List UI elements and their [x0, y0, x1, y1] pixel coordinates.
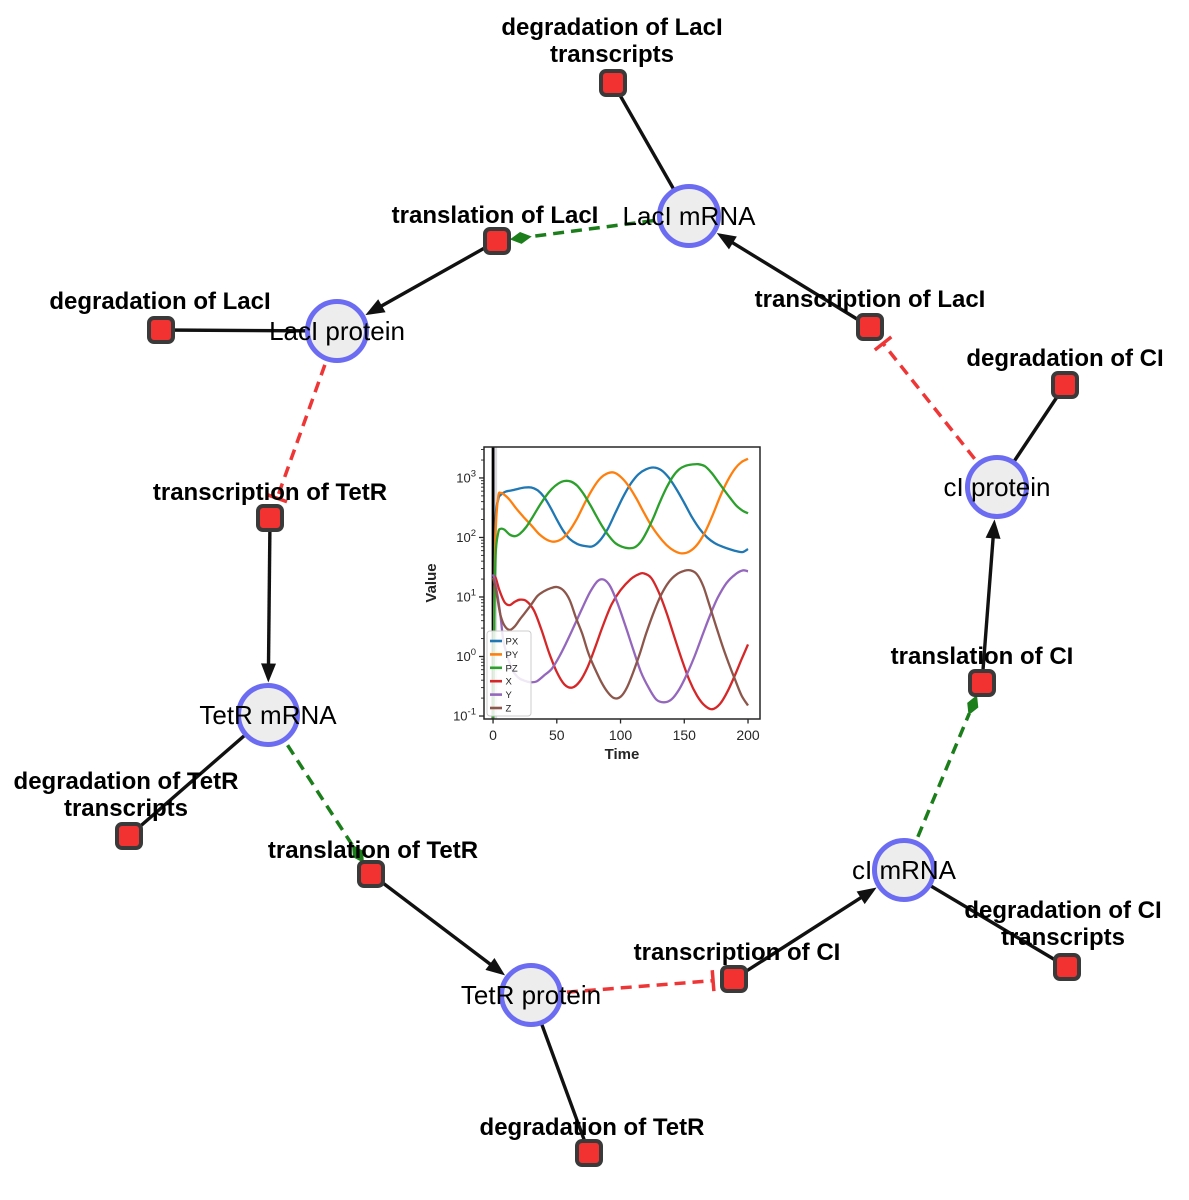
reaction-label-deg_cI_tx: transcripts: [1001, 924, 1125, 951]
edges-layer: [127, 82, 1068, 1154]
edge-production-transl_tetR-tetR_protein: [369, 872, 506, 976]
species-node-tetR_mRNA[interactable]: [236, 683, 300, 747]
inhibition-tee-icon: [873, 335, 893, 352]
species-node-tetR_protein[interactable]: [499, 963, 563, 1027]
plot-xtick-label: 200: [736, 727, 760, 743]
nodes-layer: [115, 69, 1081, 1167]
plot-series-PZ: [492, 462, 749, 719]
diamond-arrowhead-icon: [967, 694, 979, 716]
plot-xtick-label: 100: [609, 727, 633, 743]
reaction-node-transl_tetR[interactable]: [357, 860, 385, 888]
plot-ytick-label: 103: [456, 468, 476, 485]
reaction-label-transcr_lacI: transcription of LacI: [755, 286, 986, 313]
reaction-label-deg_tetR_tx: transcripts: [64, 795, 188, 822]
reaction-label-transl_tetR: translation of TetR: [268, 837, 478, 864]
diamond-arrowhead-icon: [509, 231, 532, 244]
arrowhead-icon: [365, 299, 386, 316]
edge-production-transcr_tetR-tetR_mRNA: [261, 517, 277, 683]
legend-label-Y: Y: [506, 690, 513, 701]
reaction-label-transcr_cI: transcription of CI: [634, 939, 841, 966]
reaction-node-transcr_lacI[interactable]: [856, 313, 884, 341]
diamond-arrowhead-icon: [351, 844, 364, 864]
arrowhead-icon: [856, 887, 877, 905]
reaction-label-deg_tetR: degradation of TetR: [480, 1114, 705, 1141]
reaction-label-deg_tetR_tx: degradation of TetR: [14, 768, 239, 795]
edge-production-transl_cI-cI_protein: [980, 519, 1001, 684]
plot-axes-frame: [483, 446, 761, 720]
reaction-node-transcr_cI[interactable]: [720, 965, 748, 993]
species-label-cI_mRNA: cI mRNA: [852, 855, 957, 885]
species-node-cI_mRNA[interactable]: [872, 838, 936, 902]
plot-yaxis-title: Value: [423, 563, 440, 602]
reaction-label-transl_cI: translation of CI: [891, 643, 1074, 670]
legend-label-PZ: PZ: [506, 663, 518, 674]
edge-production-transl_lacI-lacI_protein: [365, 239, 498, 316]
plot-series-X: [492, 571, 750, 711]
arrowhead-icon: [261, 663, 277, 683]
species-node-cI_protein[interactable]: [965, 455, 1029, 519]
species-node-lacI_mRNA[interactable]: [657, 184, 721, 248]
reaction-label-deg_lacI_tx: transcripts: [550, 41, 674, 68]
legend-label-PY: PY: [506, 650, 519, 661]
species-label-cI_protein: cI protein: [944, 472, 1051, 502]
edge-inhibition-lacI_protein-transcr_tetR: [266, 330, 339, 504]
reaction-label-deg_cI_tx: degradation of CI: [964, 897, 1161, 924]
reaction-label-transl_lacI: translation of LacI: [392, 202, 599, 229]
species-label-lacI_protein: LacI protein: [269, 316, 405, 346]
species-node-lacI_protein[interactable]: [305, 299, 369, 363]
labels-layer: LacI mRNA LacI protein cI protein TetR mRNA…: [14, 14, 1164, 1141]
edge-inhibition-cI_protein-transcr_lacI: [873, 335, 999, 489]
plot-xtick-label: 50: [549, 727, 565, 743]
arrowhead-icon: [716, 232, 737, 250]
plot-ytick-label: 101: [456, 587, 476, 604]
inset-plot: 0 50 100 150 200Time10-1100101102103ValuePXP…: [423, 446, 761, 763]
plot-xtick-label: 0: [489, 727, 497, 743]
plot-series-Z: [491, 568, 749, 707]
reaction-node-deg_tetR[interactable]: [575, 1139, 603, 1167]
plot-ytick-label: 102: [456, 528, 476, 545]
inhibition-tee-icon: [266, 493, 288, 504]
plot-xaxis-title: Time: [605, 746, 640, 763]
species-label-lacI_mRNA: LacI mRNA: [623, 201, 757, 231]
reaction-node-deg_lacI[interactable]: [147, 316, 175, 344]
arrowhead-icon: [985, 519, 1001, 539]
reaction-label-deg_cI: degradation of CI: [966, 345, 1163, 372]
reaction-label-transcr_tetR: transcription of TetR: [153, 479, 387, 506]
plot-xtick-label: 150: [673, 727, 697, 743]
reaction-node-deg_lacI_tx[interactable]: [599, 69, 627, 97]
plot-ytick-label: 10-1: [453, 707, 476, 724]
plot-series-group: [491, 457, 750, 719]
edge-inhibition-tetR_protein-transcr_cI: [530, 970, 716, 997]
species-label-tetR_protein: TetR protein: [461, 980, 601, 1010]
arrowhead-icon: [485, 957, 506, 976]
edge-production-transcr_lacI-lacI_mRNA: [716, 232, 871, 329]
species-label-tetR_mRNA: TetR mRNA: [199, 700, 337, 730]
plot-series-PY: [492, 457, 749, 719]
plot-legend: PX PY PZ XYZ: [486, 630, 532, 717]
plot-series-PX: [492, 466, 749, 719]
reaction-node-deg_cI[interactable]: [1051, 371, 1079, 399]
reaction-node-transl_lacI[interactable]: [483, 227, 511, 255]
plot-ytick-label: 100: [456, 647, 476, 664]
edge-production-transcr_cI-cI_mRNA: [733, 887, 877, 981]
legend-label-Z: Z: [506, 704, 512, 715]
reaction-node-deg_cI_tx[interactable]: [1053, 953, 1081, 981]
legend-label-PX: PX: [506, 637, 519, 648]
reaction-label-deg_lacI_tx: degradation of LacI: [501, 14, 722, 41]
inhibition-tee-icon: [710, 970, 716, 992]
reaction-node-transcr_tetR[interactable]: [256, 504, 284, 532]
legend-label-X: X: [506, 677, 513, 688]
reaction-node-deg_tetR_tx[interactable]: [115, 822, 143, 850]
reaction-label-deg_lacI: degradation of LacI: [49, 288, 270, 315]
reaction-node-transl_cI[interactable]: [968, 669, 996, 697]
